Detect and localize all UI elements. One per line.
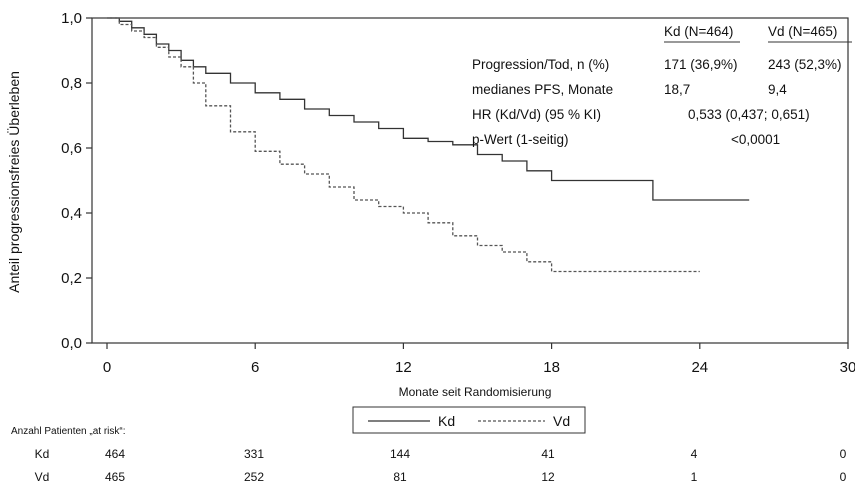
x-tick-label: 6 (251, 359, 259, 376)
y-tick-label: 1,0 (61, 10, 82, 27)
at-risk-value: 465 (105, 470, 125, 484)
chart-legend: Kd Vd (352, 406, 586, 434)
x-tick-label: 24 (691, 359, 708, 376)
at-risk-row-label: Vd (35, 470, 50, 484)
stats-row-value: 0,533 (0,437; 0,651) (688, 107, 810, 122)
x-tick-label: 30 (840, 359, 855, 376)
stats-row-value: <0,0001 (731, 132, 780, 147)
survival-curves (107, 17, 750, 273)
series-line-kd (107, 17, 750, 201)
stats-table: Kd (N=464) Vd (N=465) Progression/Tod, n (… (472, 24, 852, 147)
at-risk-value: 41 (541, 447, 555, 461)
stats-row-value-kd: 18,7 (664, 82, 690, 97)
at-risk-table: Anzahl Patienten „at risk“:Kd 464 331 144 41… (11, 426, 847, 484)
x-tick-label: 12 (395, 359, 412, 376)
y-tick-label: 0,2 (61, 270, 82, 287)
y-axis-label: Anteil progressionsfreies Überleben (5, 71, 22, 293)
stats-header-kd: Kd (N=464) (664, 24, 733, 39)
stats-header-vd: Vd (N=465) (768, 24, 837, 39)
at-risk-value: 81 (393, 470, 407, 484)
at-risk-title: Anzahl Patienten „at risk“: (11, 426, 126, 437)
at-risk-value: 144 (390, 447, 410, 461)
legend-box (352, 406, 586, 434)
y-tick-label: 0,4 (61, 205, 82, 222)
stats-row-label: medianes PFS, Monate (472, 82, 613, 97)
at-risk-row-label: Kd (35, 447, 50, 461)
at-risk-value: 0 (840, 447, 847, 461)
stats-row-label: p-Wert (1-seitig) (472, 132, 569, 147)
at-risk-value: 0 (840, 470, 847, 484)
at-risk-value: 252 (244, 470, 264, 484)
legend-label-kd: Kd (438, 413, 455, 429)
y-tick-label: 0,8 (61, 75, 82, 92)
stats-row-label: HR (Kd/Vd) (95 % KI) (472, 107, 601, 122)
at-risk-value: 464 (105, 447, 125, 461)
stats-row-value-vd: 243 (52,3%) (768, 57, 842, 72)
plot-frame (91, 17, 849, 344)
x-tick-label: 18 (543, 359, 560, 376)
at-risk-value: 1 (691, 470, 698, 484)
series-line-vd (107, 17, 700, 273)
at-risk-value: 12 (541, 470, 555, 484)
stats-row-value-vd: 9,4 (768, 82, 787, 97)
y-tick-label: 0,6 (61, 140, 82, 157)
stats-row-value-kd: 171 (36,9%) (664, 57, 738, 72)
at-risk-value: 4 (691, 447, 698, 461)
y-tick-label: 0,0 (61, 335, 82, 352)
chart-axes: 0 6 12 18 24 30 0,0 0,2 0,4 0,6 0,8 1,0 Monate seit … (5, 10, 855, 399)
legend-label-vd: Vd (553, 413, 570, 429)
stats-row-label: Progression/Tod, n (%) (472, 57, 609, 72)
at-risk-value: 331 (244, 447, 264, 461)
x-axis-label: Monate seit Randomisierung (399, 385, 552, 399)
x-tick-label: 0 (103, 359, 111, 376)
